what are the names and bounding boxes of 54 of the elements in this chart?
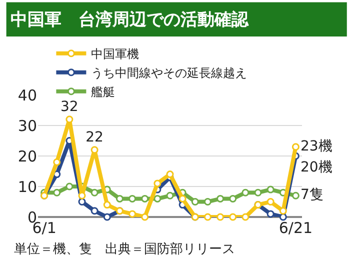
point (116, 194, 124, 202)
legend-label: うち中間線やその延長線越え (91, 66, 248, 80)
point (266, 198, 274, 206)
point (216, 213, 224, 221)
point (292, 143, 300, 151)
point (229, 194, 237, 202)
point (154, 194, 162, 202)
point (254, 188, 262, 196)
point (141, 194, 149, 202)
x-tick-label: 6/21 (278, 219, 313, 237)
chart-title: 中国軍 台湾周辺での活動確認 (10, 10, 250, 30)
data-label: 20機 (300, 159, 332, 176)
point (53, 170, 61, 178)
point (90, 146, 98, 154)
data-label: 32 (60, 99, 78, 116)
point (154, 180, 162, 188)
legend-label: 艦艇 (91, 85, 116, 100)
point (66, 182, 74, 190)
point (191, 198, 199, 206)
point (242, 188, 250, 196)
point (103, 213, 111, 221)
y-tick-label: 20 (18, 147, 37, 166)
data-label: 22 (86, 130, 104, 146)
y-tick-label: 40 (18, 86, 37, 104)
data-label: 23機 (300, 138, 332, 154)
point (53, 188, 61, 196)
point (78, 192, 86, 200)
point (266, 186, 274, 194)
point (279, 207, 287, 215)
point (166, 170, 174, 178)
text: 単位＝機、隻 出典＝国防部リリース (14, 242, 235, 257)
point (279, 213, 287, 221)
point (166, 192, 174, 200)
point (90, 207, 98, 215)
point (178, 194, 186, 202)
point (242, 213, 250, 221)
point (78, 198, 86, 206)
point (103, 201, 111, 209)
point (141, 213, 149, 221)
point (53, 158, 61, 166)
point (90, 188, 98, 196)
y-tick-label: 30 (18, 116, 37, 135)
point (229, 213, 237, 221)
y-tick-label: 10 (18, 178, 37, 196)
point (204, 213, 212, 221)
legend-label: 中国軍機 (91, 47, 140, 62)
point (128, 194, 136, 202)
point (216, 194, 224, 202)
data-label: 7隻 (300, 187, 324, 204)
point (128, 210, 136, 218)
point (292, 192, 300, 200)
point (266, 210, 274, 218)
point (66, 116, 74, 124)
point (204, 198, 212, 206)
